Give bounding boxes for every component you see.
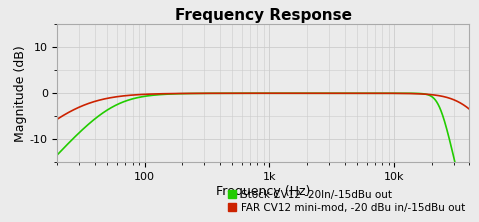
Y-axis label: Magnitude (dB): Magnitude (dB): [14, 45, 27, 142]
X-axis label: Frequency (Hz): Frequency (Hz): [216, 184, 311, 198]
Title: Frequency Response: Frequency Response: [175, 8, 352, 23]
Legend: Stock CV12 -20In/-15dBu out, FAR CV12 mini-mod, -20 dBu in/-15dBu out: Stock CV12 -20In/-15dBu out, FAR CV12 mi…: [224, 185, 469, 217]
